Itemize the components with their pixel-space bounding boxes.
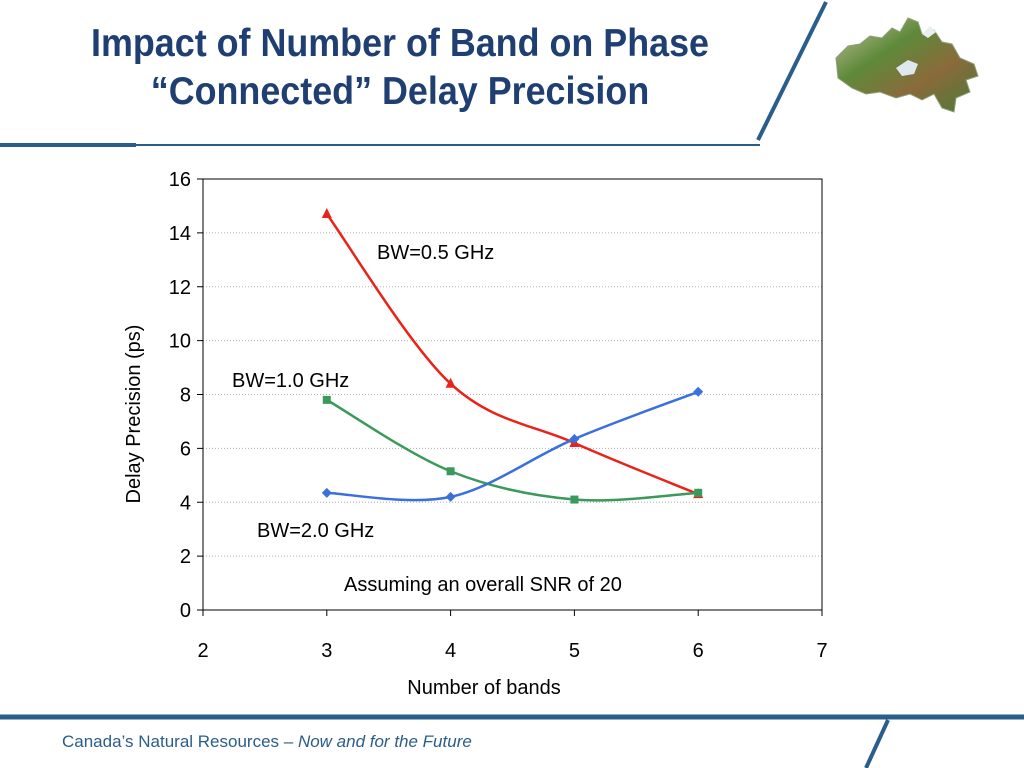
y-tick-label: 10 bbox=[169, 331, 191, 353]
x-tick-label: 4 bbox=[445, 640, 456, 662]
canada-map-logo bbox=[835, 17, 979, 113]
y-tick-label: 12 bbox=[169, 277, 191, 299]
y-tick-label: 14 bbox=[169, 223, 191, 245]
footer-prefix: Canada’s Natural Resources – bbox=[62, 732, 298, 751]
snr-annotation: Assuming an overall SNR of 20 bbox=[344, 574, 622, 596]
x-tick-label: 7 bbox=[816, 640, 827, 662]
series-line-bw-1-0-ghz bbox=[326, 398, 699, 502]
series-bw-2-0-ghz bbox=[321, 386, 704, 502]
footer-tagline: Now and for the Future bbox=[297, 732, 472, 751]
data-point-bw-0-5-ghz bbox=[445, 377, 456, 388]
series-line-bw-2-0-ghz bbox=[326, 390, 699, 502]
title-line-2: “Connected” Delay Precision bbox=[150, 70, 650, 113]
data-point-bw-0-5-ghz bbox=[321, 208, 332, 219]
footer: Canada’s Natural Resources – Now and for… bbox=[62, 732, 472, 752]
footer-slash bbox=[864, 719, 890, 768]
x-tick-label: 2 bbox=[197, 640, 208, 662]
data-point-bw-2-0-ghz bbox=[445, 491, 456, 502]
series-label-bw-1-0: BW=1.0 GHz bbox=[232, 370, 349, 392]
series bbox=[321, 208, 704, 504]
data-point-bw-1-0-ghz bbox=[446, 467, 455, 476]
data-point-bw-2-0-ghz bbox=[321, 487, 332, 498]
series-label-bw-2-0: BW=2.0 GHz bbox=[257, 520, 374, 542]
series-line-bw-0-5-ghz bbox=[325, 213, 699, 496]
data-point-bw-1-0-ghz bbox=[322, 395, 331, 404]
y-tick-label: 8 bbox=[180, 385, 191, 407]
series-bw-1-0-ghz bbox=[322, 395, 703, 504]
data-point-bw-2-0-ghz bbox=[569, 433, 580, 444]
series-label-bw-0-5: BW=0.5 GHz bbox=[377, 242, 494, 264]
x-tick-label: 3 bbox=[321, 640, 332, 662]
y-tick-label: 0 bbox=[180, 600, 191, 622]
data-point-bw-2-0-ghz bbox=[693, 386, 704, 397]
x-axis-label: Number of bands bbox=[407, 677, 560, 699]
x-tick-label: 5 bbox=[569, 640, 580, 662]
gridlines bbox=[203, 232, 822, 557]
y-axis-label: Delay Precision (ps) bbox=[123, 325, 145, 504]
x-tick-label: 6 bbox=[693, 640, 704, 662]
y-tick-label: 16 bbox=[169, 169, 191, 191]
y-tick-label: 6 bbox=[180, 438, 191, 460]
slide-title: Impact of Number of Band on Phase “Conne… bbox=[32, 20, 768, 116]
y-tick-label: 4 bbox=[180, 492, 191, 514]
data-point-bw-1-0-ghz bbox=[570, 495, 579, 504]
data-point-bw-1-0-ghz bbox=[694, 488, 703, 497]
header-slash bbox=[756, 1, 828, 141]
title-line-1: Impact of Number of Band on Phase bbox=[90, 22, 710, 65]
y-tick-label: 2 bbox=[180, 546, 191, 568]
